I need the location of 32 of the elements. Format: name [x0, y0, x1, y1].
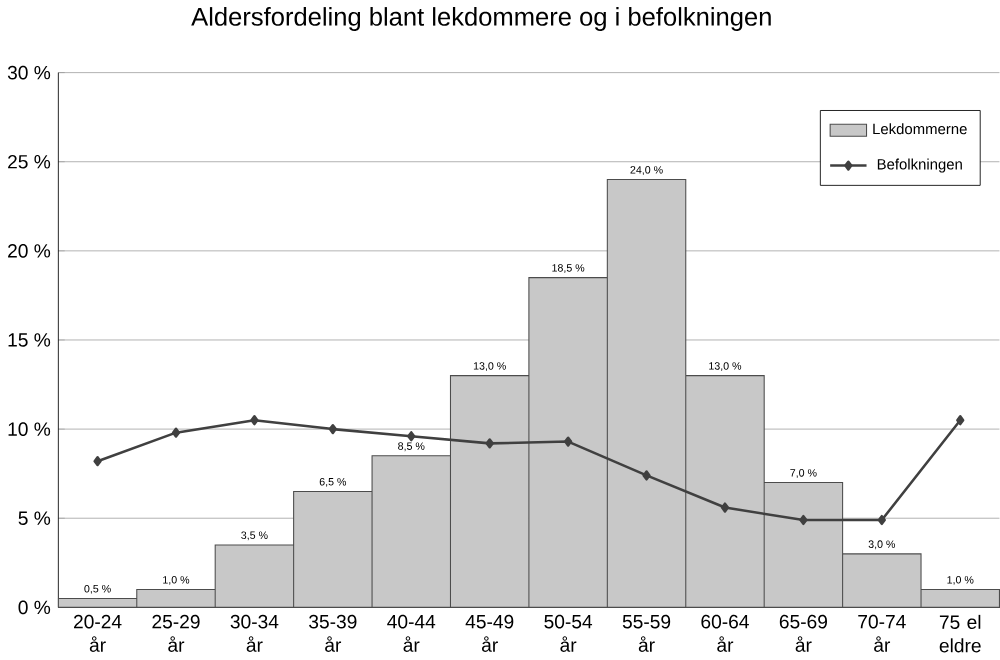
point	[877, 515, 886, 526]
y-tick-label: 20 %	[8, 244, 51, 258]
x-tick-label: 40-44 år	[387, 615, 436, 653]
chart-title: Aldersfordeling blant lekdommere og i befolkningen	[191, 7, 771, 32]
x-tick-label: 30-34 år	[230, 615, 279, 653]
y-tick-label: 25 %	[8, 155, 51, 169]
x-tick-label: 60-64 år	[701, 615, 749, 653]
x-tick-label: 50-54 år	[544, 615, 593, 653]
point	[563, 436, 573, 447]
x-tick-label: 70-74 år	[858, 615, 906, 653]
point	[485, 438, 494, 449]
y-tick-label: 30 %	[7, 66, 51, 80]
point	[956, 415, 965, 426]
x-tick-label: 20-24 år	[74, 615, 122, 653]
x-tick-label: 35-39 år	[309, 615, 357, 653]
y-tick-label: 15 %	[8, 333, 51, 347]
point	[171, 427, 181, 439]
x-tick-label: 55-59 år	[622, 615, 671, 653]
x-tick-label: 45-49 år	[465, 615, 514, 653]
point	[407, 431, 416, 442]
point	[642, 470, 651, 481]
y-tick-label: 10 %	[8, 422, 51, 437]
point	[328, 424, 337, 435]
x-tick-label: 25-29 år	[152, 615, 200, 653]
x-tick-label: 65-69 år	[779, 615, 827, 653]
point	[250, 415, 259, 426]
x-tick-label: 75 el eldre	[939, 615, 981, 653]
point	[93, 456, 102, 467]
y-tick-label: 0 %	[18, 600, 51, 615]
point	[799, 515, 808, 526]
point	[720, 502, 730, 513]
y-tick-label: 5 %	[18, 511, 51, 526]
